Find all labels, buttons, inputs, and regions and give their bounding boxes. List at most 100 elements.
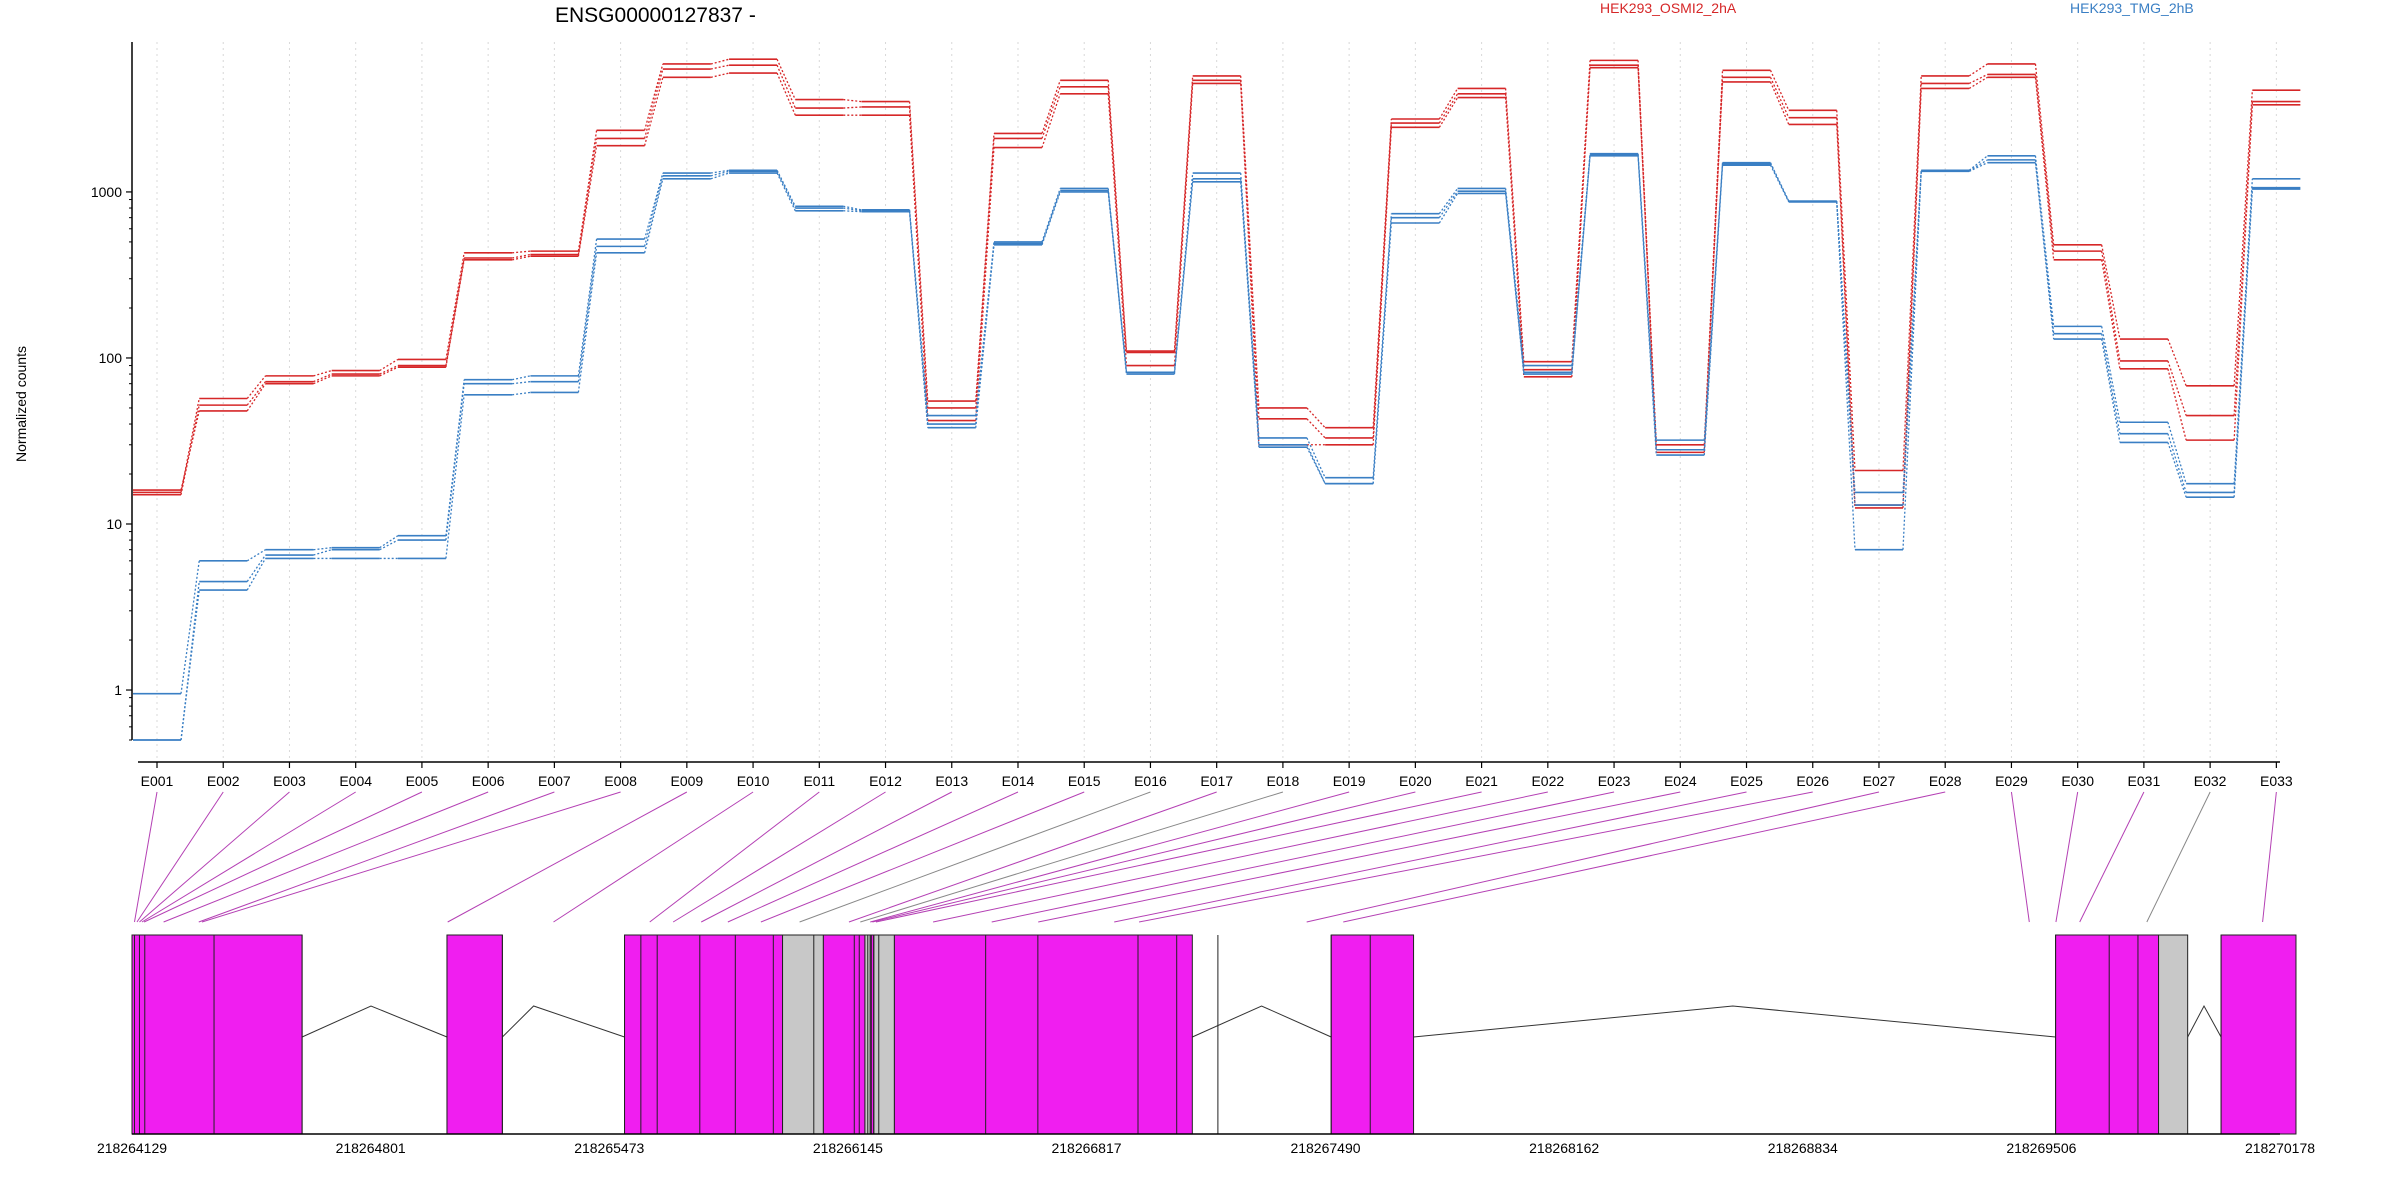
exon-connector [991, 791, 1615, 923]
exon-block [869, 934, 875, 1135]
series-connector [1372, 127, 1393, 445]
series-connector [1438, 88, 1459, 120]
series-connector [710, 170, 730, 177]
exon-connector [799, 791, 1151, 923]
series-connector [843, 98, 862, 103]
series-connector [643, 178, 664, 253]
x-tick-label: E033 [2260, 773, 2293, 789]
genomic-tick-label: 218267490 [1290, 1140, 1360, 1156]
x-tick-label: E015 [1068, 773, 1101, 789]
exon-block [624, 934, 784, 1135]
series-connector [180, 581, 200, 741]
intron-line [502, 1005, 625, 1038]
series-connector [1372, 222, 1393, 484]
series-connector [577, 252, 598, 393]
series-connector [313, 369, 332, 377]
series-connector [246, 558, 267, 591]
exon-connector [201, 791, 621, 923]
series-connector [776, 58, 796, 100]
genomic-tick-label: 218266817 [1051, 1140, 1121, 1156]
series-connector [1769, 163, 1790, 202]
series-connector [180, 589, 200, 741]
intron-line [1192, 1005, 1332, 1038]
series-connector [1438, 93, 1459, 124]
series-connector [1902, 171, 1922, 550]
exon-block [2220, 934, 2297, 1135]
series-connector [1571, 155, 1591, 375]
series-connector [1836, 201, 1856, 550]
series-connector [1968, 76, 1988, 90]
series-connector [512, 381, 531, 385]
exon-block [822, 934, 866, 1135]
x-tick-label: E005 [406, 773, 439, 789]
vertical-gridlines [156, 42, 2277, 762]
series-connector [1107, 190, 1128, 373]
exon-connector [2079, 791, 2145, 923]
series-connector [908, 209, 929, 416]
exon-connector [447, 791, 688, 923]
exon-connector [2010, 791, 2030, 923]
x-tick-label: E009 [670, 773, 703, 789]
exon-connector [143, 791, 423, 923]
x-tick-label: E012 [869, 773, 902, 789]
series-lines [133, 58, 2301, 741]
exon-connector [649, 791, 820, 923]
series-connector [512, 250, 531, 254]
series-connector [577, 130, 598, 252]
series-connector [843, 207, 862, 212]
x-tick-label: E003 [273, 773, 306, 789]
series-connector [246, 549, 266, 562]
y-tick-label: 100 [99, 350, 123, 366]
gene-model [131, 934, 2297, 1135]
series-connector [1041, 86, 1061, 139]
series-connector [2101, 333, 2121, 434]
exon-connector [760, 791, 1085, 923]
series-connector [1173, 178, 1194, 373]
series-connector [710, 169, 730, 174]
x-tick-label: E031 [2128, 773, 2161, 789]
series-connector [2167, 422, 2187, 484]
series-connector [512, 253, 531, 259]
x-tick-label: E020 [1399, 773, 1432, 789]
exon-block [1330, 934, 1415, 1135]
series-connector [776, 171, 796, 209]
x-tick-label: E025 [1730, 773, 1763, 789]
series-HEK293_TMG_2hB-5 [133, 155, 2301, 741]
exon-connector [848, 791, 1217, 923]
series-connector [2167, 368, 2187, 441]
series-connector [1438, 188, 1459, 215]
series-connector [1438, 97, 1459, 128]
series-connector [1836, 201, 1856, 506]
exon-block [446, 934, 503, 1135]
series-connector [1968, 155, 1988, 171]
exon-block [2055, 934, 2160, 1135]
series-connector [379, 539, 399, 551]
series-connector [776, 170, 796, 207]
x-tick-label: E022 [1531, 773, 1564, 789]
untested-exon-block [782, 934, 824, 1135]
exon-connector [672, 791, 886, 923]
series-connector [1637, 155, 1657, 456]
series-connector [1107, 191, 1128, 375]
series-connector [1240, 181, 1260, 448]
series-connector [1306, 437, 1326, 478]
series-HEK293_OSMI2_2hA-2 [133, 66, 2301, 509]
series-connector [643, 172, 664, 240]
series-connector [1968, 159, 1988, 172]
series-connector [1438, 190, 1459, 219]
series-connector [1836, 117, 1856, 506]
series-connector [313, 547, 332, 551]
series-connector [1637, 67, 1657, 453]
exon-connector [1306, 791, 1880, 923]
x-tick-label: E006 [472, 773, 505, 789]
exon-connector [163, 791, 489, 923]
x-tick-label: E014 [1002, 773, 1035, 789]
x-tick-label: E026 [1796, 773, 1829, 789]
exon-connector [136, 791, 224, 923]
series-connector [1041, 190, 1061, 244]
y-tick-label: 1 [114, 682, 122, 698]
series-connector [975, 133, 995, 402]
series-connector [180, 410, 200, 491]
x-tick-label: E021 [1465, 773, 1498, 789]
intron-line [2187, 1004, 2222, 1038]
